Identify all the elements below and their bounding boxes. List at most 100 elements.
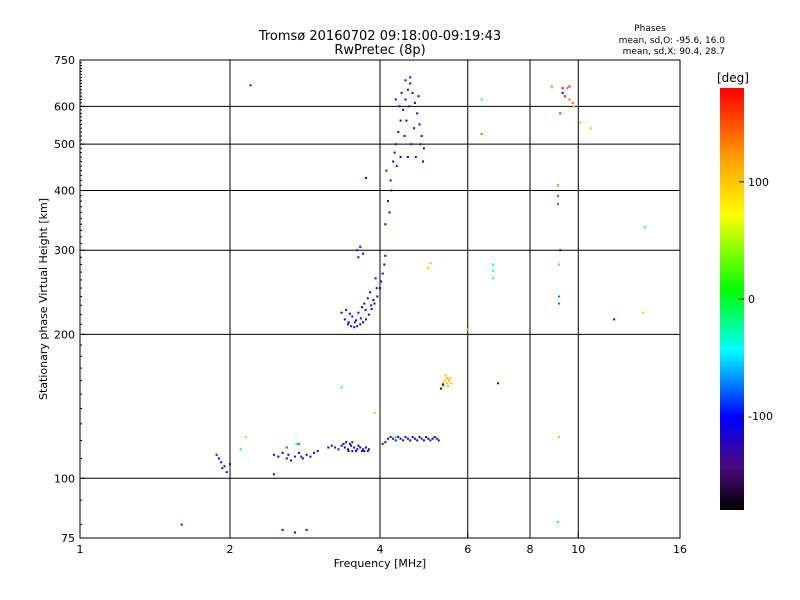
data-point	[287, 453, 290, 456]
data-point	[413, 101, 416, 104]
data-point	[376, 295, 379, 298]
x-tick-label: 10	[571, 543, 585, 556]
data-point	[420, 437, 423, 440]
data-point	[411, 91, 414, 94]
data-point	[363, 302, 366, 305]
data-point	[416, 112, 419, 115]
data-point	[316, 450, 319, 453]
data-point	[435, 437, 438, 440]
data-point	[447, 385, 450, 387]
data-point	[431, 437, 434, 440]
x-tick-label: 8	[527, 543, 534, 556]
data-point	[300, 455, 303, 458]
y-tick-label: 500	[54, 138, 75, 151]
data-point	[364, 308, 367, 311]
data-point	[383, 263, 386, 266]
data-point	[558, 295, 561, 298]
data-point	[225, 471, 228, 474]
phases-title: Phases	[634, 24, 666, 34]
data-point	[359, 317, 362, 320]
colorbar-label: [deg]	[717, 71, 749, 85]
colorbar-tick-label: -100	[748, 410, 773, 423]
data-point	[558, 436, 561, 438]
data-point	[180, 523, 183, 526]
data-point	[356, 448, 359, 451]
data-point	[285, 446, 288, 449]
data-point	[445, 377, 448, 380]
data-point	[229, 463, 231, 466]
data-point	[394, 436, 397, 438]
data-point	[380, 280, 383, 283]
data-point	[334, 446, 337, 449]
plot-frame	[79, 59, 681, 539]
data-point	[217, 457, 220, 460]
data-point	[422, 439, 425, 442]
data-point	[448, 377, 451, 380]
data-point	[390, 189, 393, 192]
data-point	[444, 374, 447, 377]
data-point	[402, 108, 405, 111]
phases-line-x: mean, sd,X: 90.4, 28.7	[623, 47, 725, 57]
data-point	[244, 436, 247, 438]
data-point	[374, 277, 377, 280]
data-point	[359, 446, 362, 449]
data-point	[215, 453, 218, 456]
data-point	[350, 325, 353, 328]
data-point	[497, 382, 499, 385]
data-point	[353, 326, 356, 329]
data-point	[340, 444, 343, 447]
data-point	[373, 411, 376, 414]
data-point	[343, 318, 346, 321]
data-point	[348, 312, 351, 315]
data-point	[613, 318, 616, 321]
data-point	[480, 98, 483, 101]
chart-title: Tromsø 20160702 09:18:00-09:19:43	[258, 29, 501, 44]
data-point	[381, 272, 384, 275]
data-point	[392, 437, 395, 440]
data-point	[559, 249, 562, 252]
data-point	[384, 223, 387, 226]
data-point	[387, 437, 389, 440]
data-point	[418, 436, 421, 438]
data-point	[579, 121, 582, 124]
data-point	[285, 457, 288, 460]
data-point	[492, 277, 495, 280]
data-point	[281, 451, 284, 454]
data-point	[387, 200, 389, 203]
chart-subtitle: RwPretec (8p)	[334, 43, 425, 58]
data-point	[353, 446, 356, 449]
data-point	[480, 133, 483, 135]
data-point	[367, 448, 370, 451]
data-point	[351, 315, 354, 318]
y-tick-label: 300	[54, 244, 75, 257]
data-point	[365, 318, 367, 321]
data-point	[379, 287, 381, 290]
data-point	[571, 101, 574, 104]
data-point	[559, 112, 562, 115]
data-point	[362, 252, 365, 255]
data-point	[404, 98, 407, 101]
data-point	[414, 156, 417, 158]
data-point	[353, 321, 356, 324]
data-point	[362, 321, 365, 324]
data-point	[399, 119, 402, 122]
data-point	[492, 263, 495, 266]
data-point	[220, 461, 223, 464]
data-point	[357, 311, 360, 314]
data-point	[277, 455, 280, 458]
data-point	[443, 385, 446, 387]
data-point	[356, 325, 359, 328]
data-point	[345, 441, 348, 444]
data-point	[409, 82, 412, 85]
data-point	[394, 439, 397, 442]
data-point	[272, 453, 275, 456]
data-point	[400, 91, 403, 94]
data-point	[359, 323, 362, 326]
data-point	[403, 135, 406, 137]
data-point	[347, 448, 349, 451]
colorbar-tick-label: 0	[748, 293, 755, 306]
data-point	[556, 194, 559, 197]
data-point	[372, 299, 375, 301]
grid-lines	[80, 60, 680, 538]
data-point	[305, 528, 308, 531]
